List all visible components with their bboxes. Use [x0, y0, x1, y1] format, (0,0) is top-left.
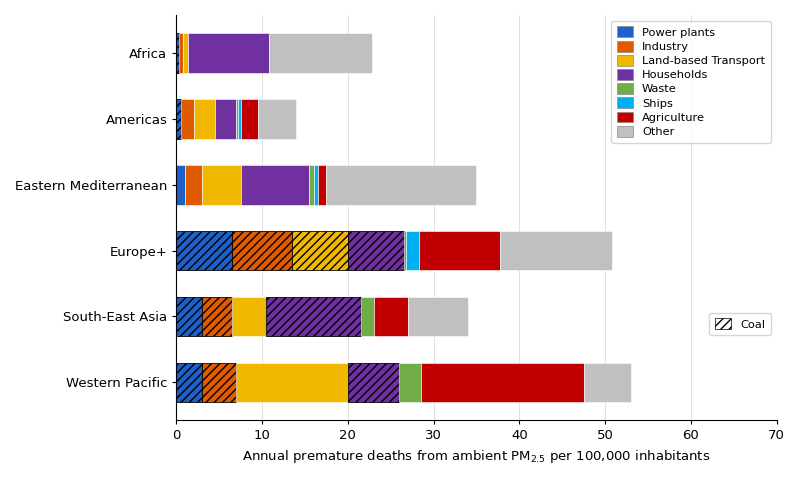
- Bar: [318, 165, 326, 204]
- Bar: [181, 99, 194, 139]
- Bar: [237, 99, 238, 139]
- Bar: [202, 297, 232, 336]
- Bar: [501, 231, 612, 270]
- Bar: [419, 231, 501, 270]
- Bar: [179, 34, 183, 73]
- Bar: [408, 297, 468, 336]
- Bar: [241, 165, 310, 204]
- Bar: [194, 99, 215, 139]
- Bar: [399, 362, 421, 402]
- Bar: [406, 231, 419, 270]
- Bar: [404, 231, 406, 270]
- Bar: [177, 362, 202, 402]
- Bar: [202, 165, 241, 204]
- Bar: [185, 165, 202, 204]
- Bar: [421, 362, 584, 402]
- Bar: [310, 165, 314, 204]
- Bar: [177, 231, 232, 270]
- Bar: [258, 99, 297, 139]
- Bar: [232, 231, 292, 270]
- Bar: [348, 362, 399, 402]
- Legend: Coal: Coal: [710, 312, 771, 336]
- Bar: [361, 297, 374, 336]
- Bar: [187, 34, 269, 73]
- Bar: [177, 99, 181, 139]
- Bar: [183, 34, 187, 73]
- Bar: [177, 34, 179, 73]
- Bar: [232, 297, 266, 336]
- Bar: [326, 165, 477, 204]
- X-axis label: Annual premature deaths from ambient PM$_{2.5}$ per 100,000 inhabitants: Annual premature deaths from ambient PM$…: [242, 448, 710, 465]
- Bar: [202, 362, 237, 402]
- Bar: [266, 297, 361, 336]
- Bar: [177, 297, 202, 336]
- Bar: [238, 99, 241, 139]
- Bar: [202, 362, 237, 402]
- Bar: [202, 297, 232, 336]
- Bar: [237, 362, 348, 402]
- Bar: [177, 99, 181, 139]
- Bar: [177, 297, 202, 336]
- Bar: [269, 34, 372, 73]
- Bar: [348, 231, 404, 270]
- Bar: [241, 99, 258, 139]
- Bar: [374, 297, 408, 336]
- Bar: [177, 34, 179, 73]
- Bar: [215, 99, 237, 139]
- Bar: [292, 231, 348, 270]
- Bar: [266, 297, 361, 336]
- Bar: [314, 165, 318, 204]
- Bar: [584, 362, 631, 402]
- Bar: [177, 231, 232, 270]
- Bar: [348, 362, 399, 402]
- Bar: [177, 165, 185, 204]
- Bar: [292, 231, 348, 270]
- Bar: [348, 231, 404, 270]
- Bar: [232, 231, 292, 270]
- Bar: [177, 362, 202, 402]
